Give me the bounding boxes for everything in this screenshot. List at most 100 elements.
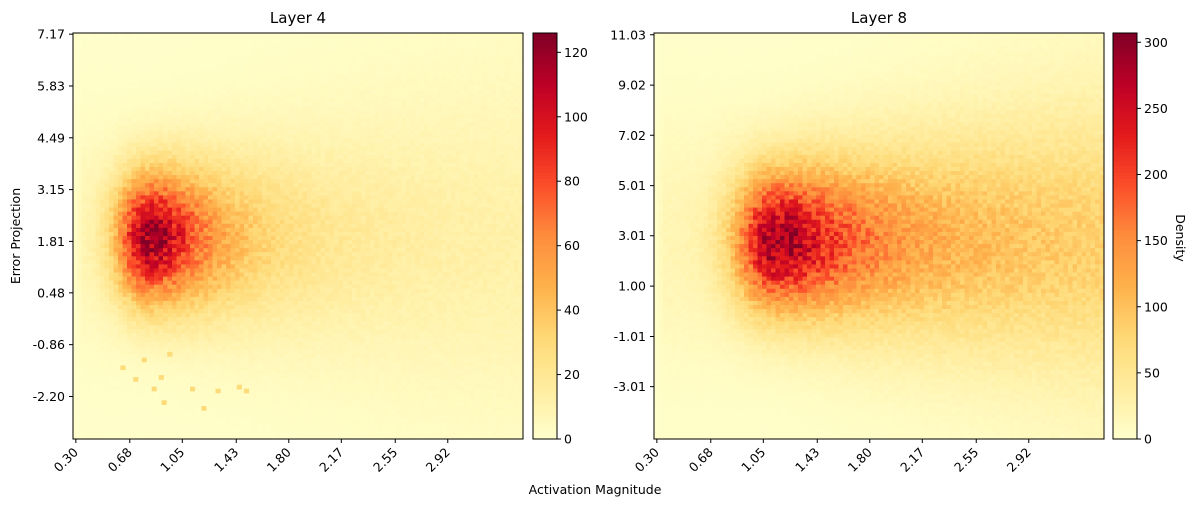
- heatmap-cell: [365, 223, 371, 229]
- heatmap-cell: [356, 166, 362, 172]
- heatmap-cell: [118, 49, 124, 54]
- heatmap-cell: [298, 37, 304, 42]
- heatmap-cell: [370, 154, 376, 160]
- heatmap-cell: [104, 207, 110, 213]
- heatmap-cell: [496, 138, 502, 144]
- heatmap-cell: [473, 77, 479, 83]
- heatmap-cell: [446, 175, 452, 180]
- heatmap-cell: [226, 97, 232, 103]
- heatmap-cell: [343, 77, 349, 83]
- heatmap-cell: [491, 195, 497, 201]
- heatmap-cell: [392, 126, 398, 132]
- heatmap-cell: [451, 134, 457, 140]
- heatmap-cell: [383, 118, 389, 123]
- heatmap-cell: [338, 138, 344, 144]
- heatmap-cell: [482, 102, 488, 107]
- heatmap-cell: [181, 215, 187, 221]
- heatmap-cell: [127, 191, 133, 196]
- heatmap-cell: [500, 227, 506, 233]
- heatmap-cell: [518, 49, 524, 54]
- heatmap-cell: [136, 37, 142, 42]
- heatmap-cell: [419, 49, 425, 54]
- heatmap-cell: [167, 162, 173, 168]
- heatmap-cell: [154, 126, 160, 132]
- heatmap-cell: [82, 61, 88, 67]
- heatmap-cell: [379, 93, 385, 99]
- heatmap-cell: [433, 195, 439, 201]
- heatmap-cell: [266, 41, 272, 46]
- heatmap-cell: [388, 45, 394, 50]
- heatmap-cell: [347, 219, 353, 225]
- heatmap-cell: [113, 227, 119, 233]
- heatmap-cell: [253, 191, 259, 196]
- heatmap-cell: [392, 187, 398, 192]
- heatmap-cell: [419, 215, 425, 221]
- heatmap-cell: [253, 183, 259, 188]
- heatmap-cell: [500, 69, 506, 75]
- heatmap-cell: [379, 223, 385, 229]
- heatmap-cell: [500, 150, 506, 156]
- heatmap-cell: [347, 166, 353, 172]
- heatmap-cell: [320, 114, 326, 119]
- heatmap-cell: [424, 227, 430, 233]
- heatmap-cell: [455, 93, 461, 99]
- heatmap-cell: [271, 53, 277, 58]
- heatmap-cell: [307, 158, 313, 164]
- heatmap-cell: [104, 138, 110, 144]
- heatmap-cell: [257, 142, 263, 148]
- heatmap-cell: [460, 73, 466, 79]
- heatmap-cell: [514, 166, 520, 172]
- heatmap-cell: [478, 106, 484, 111]
- heatmap-cell: [491, 142, 497, 148]
- heatmap-cell: [329, 211, 335, 217]
- heatmap-cell: [167, 215, 173, 221]
- heatmap-cell: [280, 171, 286, 176]
- heatmap-cell: [275, 219, 281, 225]
- heatmap-cell: [478, 146, 484, 152]
- heatmap-cell: [203, 102, 209, 107]
- heatmap-cell: [446, 49, 452, 54]
- heatmap-cell: [415, 122, 421, 127]
- heatmap-cell: [446, 73, 452, 79]
- heatmap-cell: [406, 195, 412, 201]
- heatmap-cell: [365, 138, 371, 144]
- heatmap-cell: [203, 227, 209, 233]
- heatmap-cell: [464, 73, 470, 79]
- heatmap-cell: [316, 158, 322, 164]
- heatmap-cell: [338, 162, 344, 168]
- heatmap-cell: [473, 134, 479, 140]
- heatmap-cell: [235, 102, 241, 107]
- heatmap-cell: [149, 179, 155, 184]
- heatmap-cell: [302, 219, 308, 225]
- heatmap-cell: [266, 195, 272, 201]
- heatmap-cell: [73, 41, 79, 46]
- heatmap-cell: [248, 211, 254, 217]
- heatmap-cell: [518, 162, 524, 168]
- heatmap-cell: [361, 69, 367, 75]
- heatmap-cell: [334, 183, 340, 188]
- heatmap-cell: [194, 61, 200, 67]
- heatmap-cell: [433, 187, 439, 192]
- heatmap-cell: [181, 130, 187, 136]
- heatmap-cell: [374, 65, 380, 71]
- heatmap-cell: [338, 37, 344, 42]
- heatmap-cell: [491, 33, 497, 38]
- heatmap-cell: [334, 81, 340, 87]
- heatmap-cell: [442, 138, 448, 144]
- heatmap-cell: [343, 191, 349, 196]
- heatmap-cell: [163, 142, 169, 148]
- heatmap-cell: [500, 223, 506, 229]
- heatmap-cell: [487, 89, 493, 95]
- heatmap-cell: [383, 97, 389, 103]
- heatmap-cell: [343, 102, 349, 107]
- heatmap-cell: [455, 219, 461, 225]
- heatmap-cell: [136, 187, 142, 192]
- heatmap-cell: [91, 118, 97, 123]
- heatmap-cell: [370, 130, 376, 136]
- heatmap-cell: [415, 158, 421, 164]
- heatmap-cell: [415, 154, 421, 160]
- heatmap-cell: [482, 199, 488, 205]
- heatmap-cell: [469, 203, 475, 209]
- heatmap-cell: [320, 199, 326, 205]
- heatmap-cell: [334, 166, 340, 172]
